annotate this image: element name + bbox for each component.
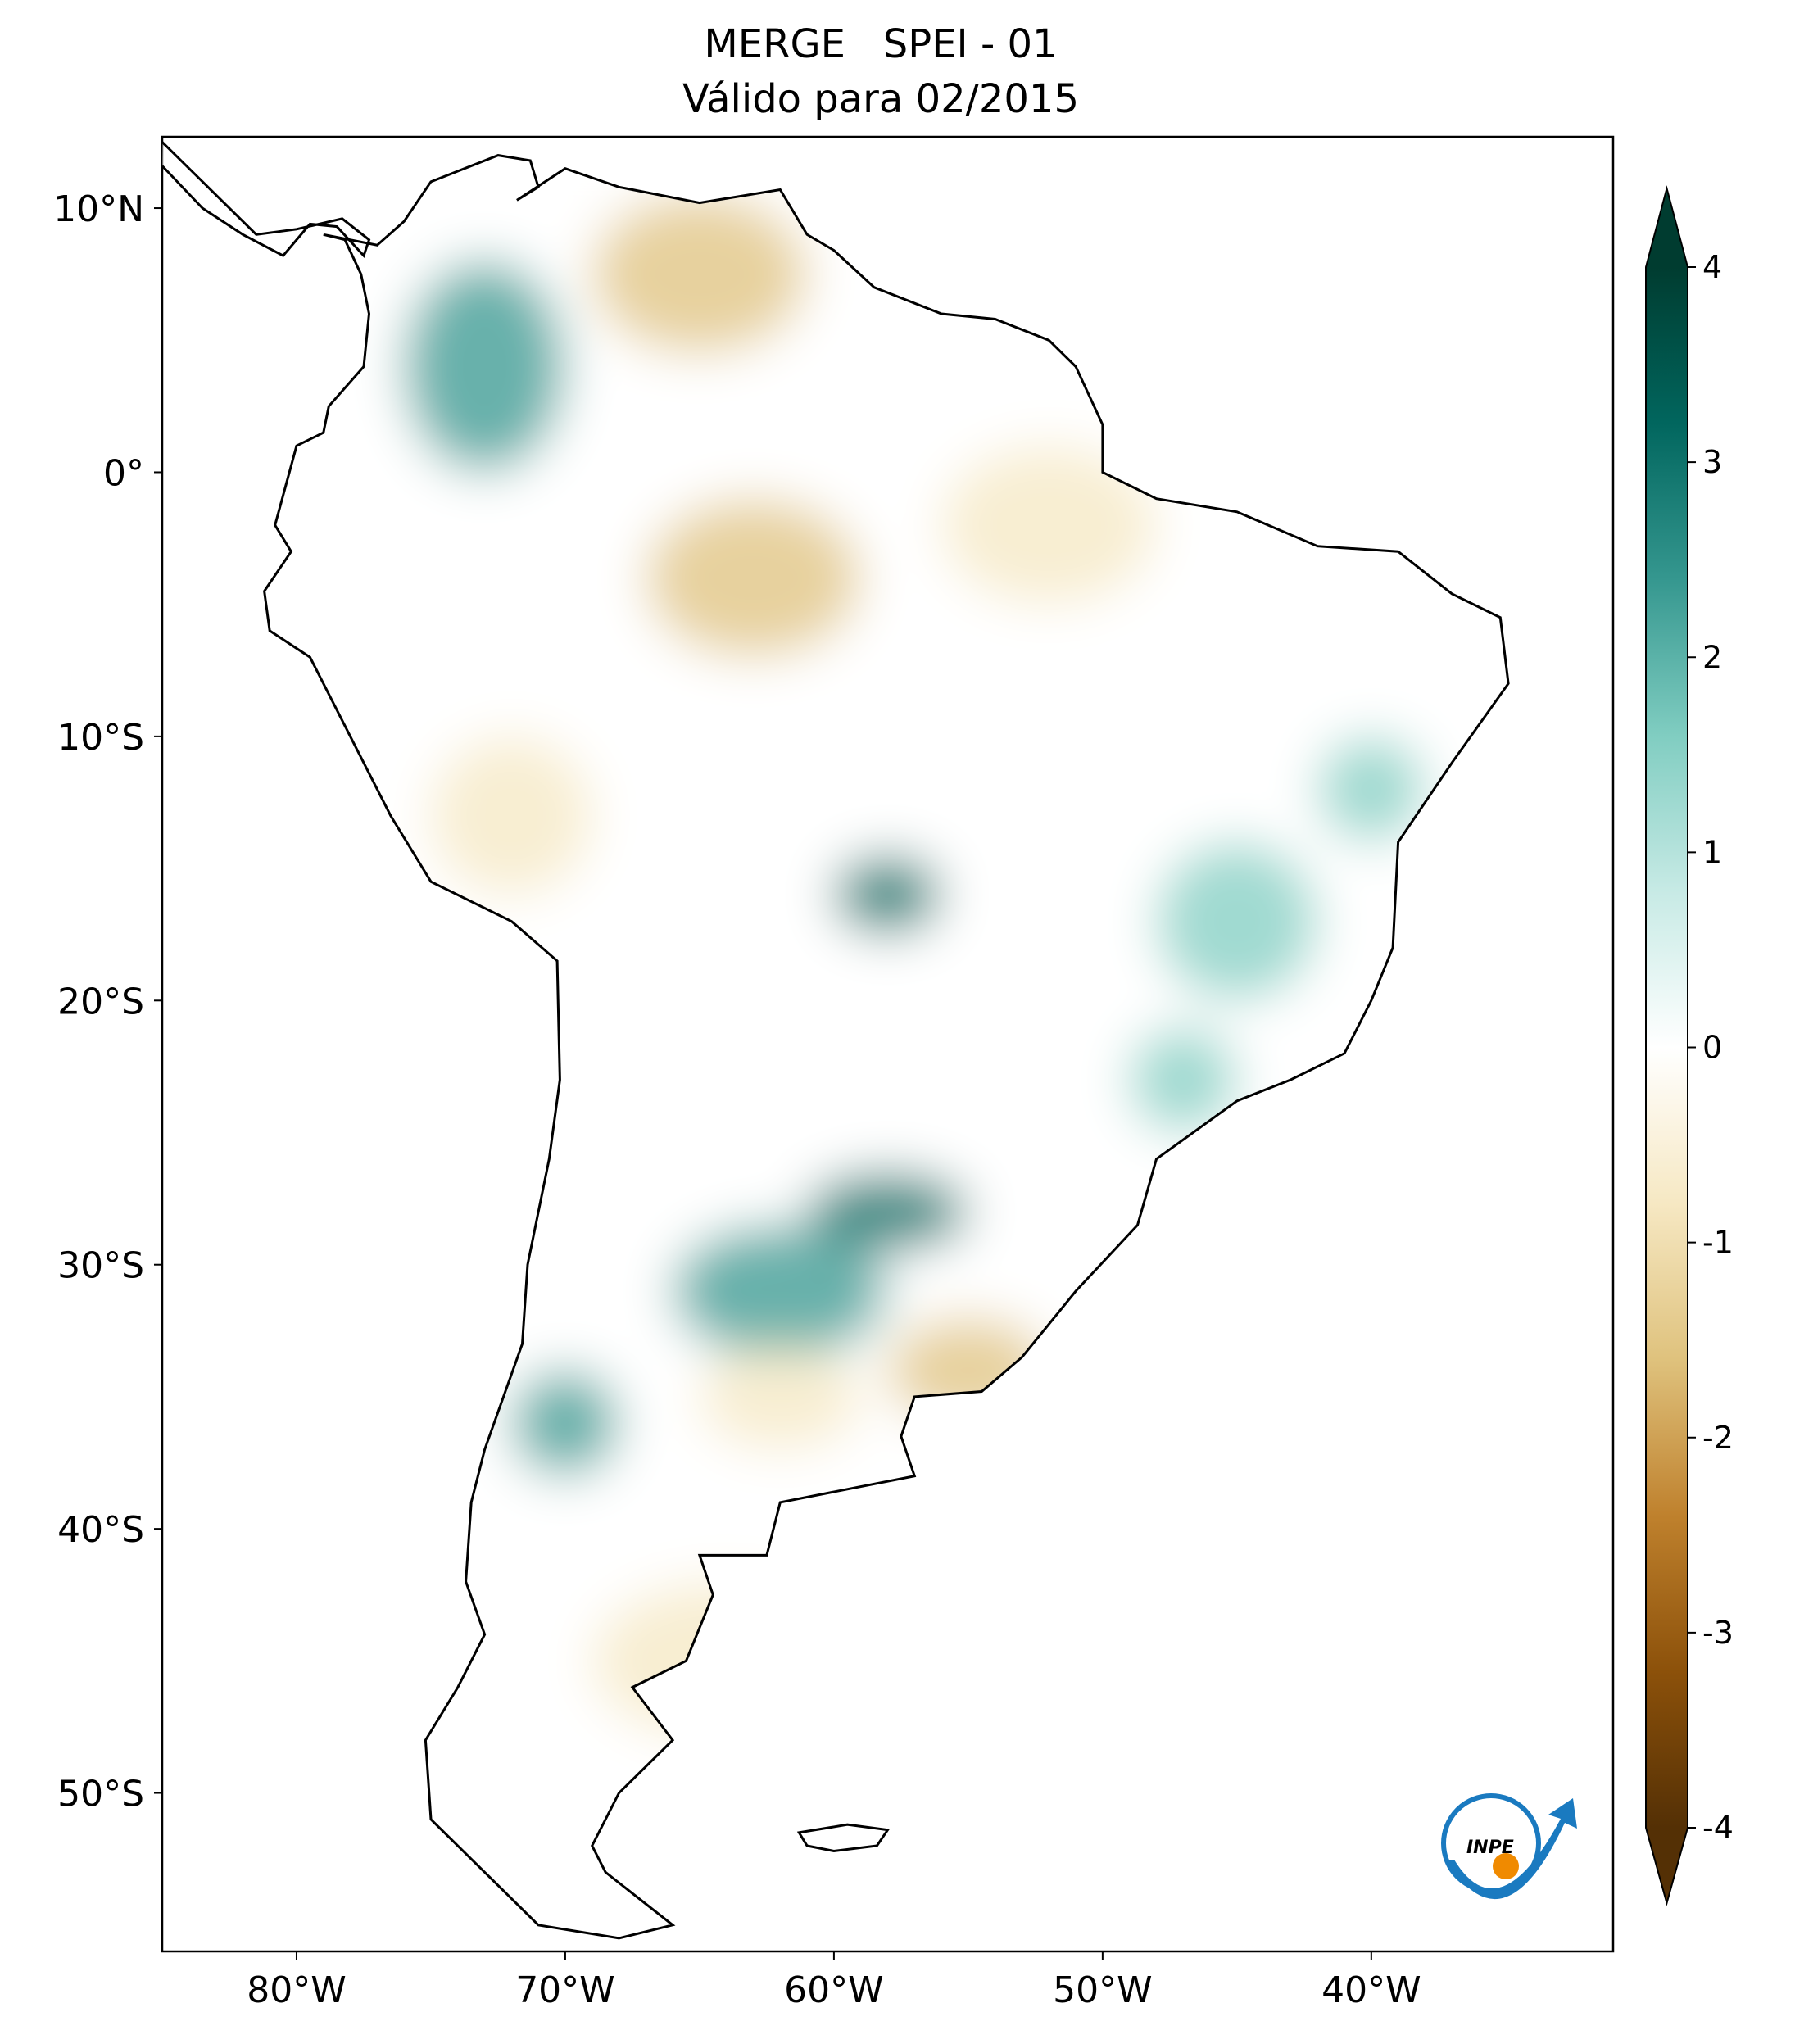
spei-patch <box>1317 736 1426 842</box>
x-tick-label: 60°W <box>784 1969 884 2011</box>
colorbar-tick-label: 0 <box>1702 1030 1722 1066</box>
colorbar-tick-label: 1 <box>1702 834 1722 870</box>
x-tick-label: 70°W <box>515 1969 615 2011</box>
colorbar-tick-label: 4 <box>1702 249 1722 285</box>
colorbar-tick-label: -1 <box>1702 1225 1734 1261</box>
chart-title: MERGE SPEI - 01 <box>704 21 1057 67</box>
spei-patch <box>646 498 861 658</box>
spei-patch <box>592 194 808 354</box>
y-tick-label: 20°S <box>57 981 144 1022</box>
y-tick-label: 0° <box>103 452 144 494</box>
spei-patch <box>807 1172 968 1252</box>
colorbar-extend-top <box>1646 188 1688 267</box>
logo-text: INPE <box>1466 1838 1514 1858</box>
spei-patch <box>1129 1027 1237 1133</box>
spei-patch <box>511 1370 619 1476</box>
y-tick-label: 30°S <box>57 1245 144 1287</box>
coastline-path <box>263 154 1510 1940</box>
colorbar-tick-label: 3 <box>1702 444 1722 480</box>
y-tick-label: 40°S <box>57 1509 144 1551</box>
chart-subtitle: Válido para 02/2015 <box>682 76 1079 122</box>
spei-patch <box>941 446 1157 605</box>
y-tick-label: 10°S <box>57 717 144 759</box>
y-tick-label: 10°N <box>53 188 144 230</box>
spei-patch <box>430 736 592 895</box>
coastline <box>161 141 1510 1940</box>
x-tick-label: 80°W <box>247 1969 347 2011</box>
x-tick-label: 50°W <box>1053 1969 1153 2011</box>
colorbar-tick-label: -2 <box>1702 1420 1734 1456</box>
colorbar-tick-label: -3 <box>1702 1615 1734 1651</box>
spei-patch <box>673 1225 888 1357</box>
colorbar-tick-label: -4 <box>1702 1810 1734 1846</box>
spei-patch <box>404 261 565 473</box>
x-tick-label: 40°W <box>1321 1969 1421 2011</box>
coastline-path <box>161 141 371 258</box>
spei-patch <box>1156 841 1318 1001</box>
spei-patch <box>699 1344 861 1450</box>
inpe-logo: INPE <box>1441 1793 1577 1900</box>
y-tick-label: 50°S <box>57 1774 144 1815</box>
colorbar-tick-label: 2 <box>1702 639 1722 675</box>
spei-patch <box>833 854 942 935</box>
colorbar <box>1646 267 1688 1828</box>
colorbar-extend-bottom <box>1646 1828 1688 1903</box>
